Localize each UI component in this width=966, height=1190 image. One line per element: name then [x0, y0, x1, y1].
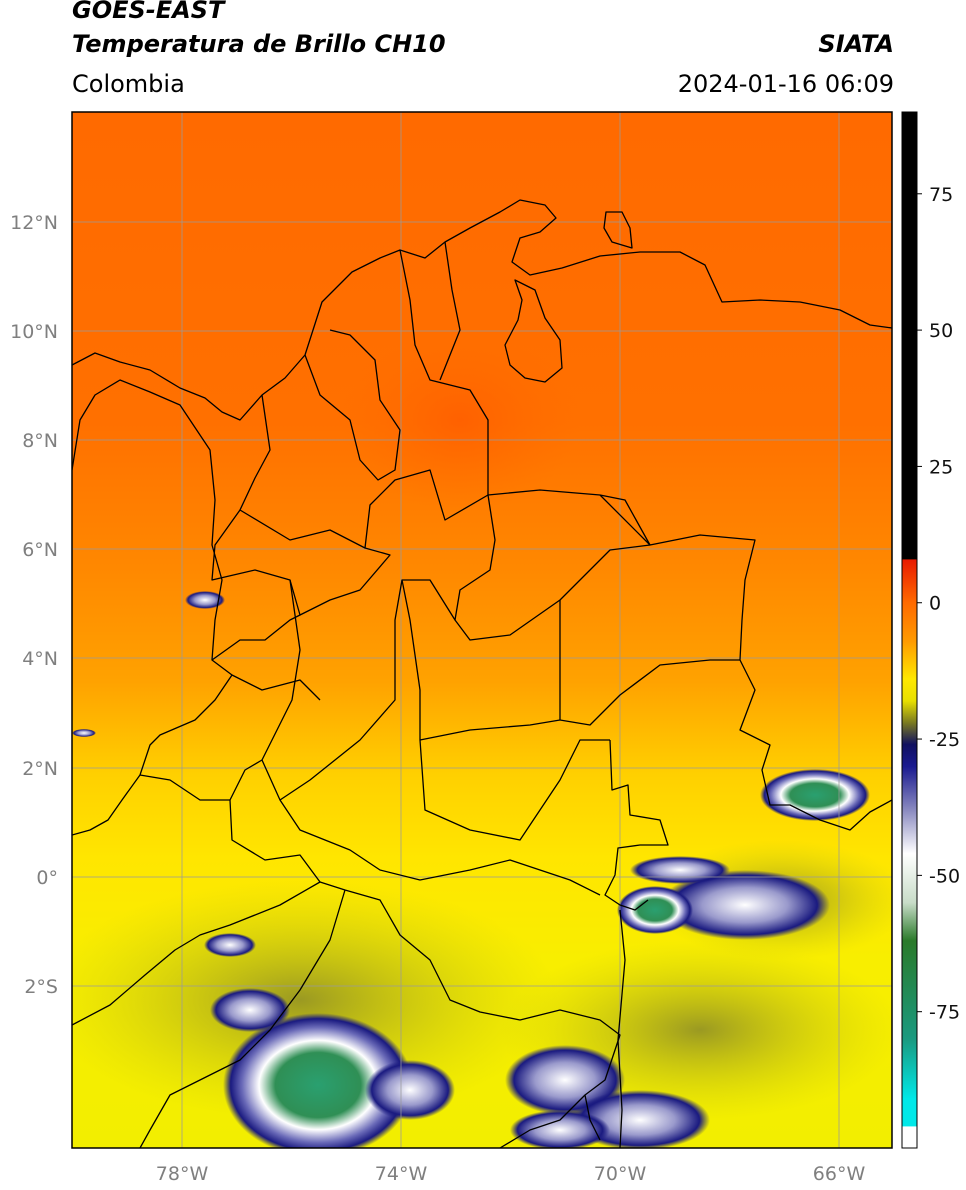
- lat-tick-label: 0°: [36, 867, 58, 889]
- colorbar-tick-label: 75: [929, 184, 953, 206]
- lat-tick-label: 2°N: [22, 758, 58, 780]
- coastlines-and-borders: [72, 199, 892, 1148]
- lat-tick-labels: 12°N 10°N 8°N 6°N 4°N 2°N 0° 2°S: [10, 212, 58, 998]
- lat-tick-label: 10°N: [10, 321, 58, 343]
- colorbar-ticks: 75 50 25 0 -25 -50 -75: [917, 184, 960, 1024]
- lat-tick-label: 2°S: [24, 976, 58, 998]
- lon-tick-label: 78°W: [156, 1163, 209, 1185]
- colorbar-tick-label: 0: [929, 593, 941, 615]
- colorbar-tick-label: -75: [929, 1002, 960, 1024]
- colorbar-tick-label: 50: [929, 320, 953, 342]
- brightness-temperature-field: [72, 112, 892, 1148]
- map-frame: [71, 111, 893, 1149]
- lat-tick-label: 4°N: [22, 648, 58, 670]
- datetime-label: 2024-01-16 06:09: [677, 70, 894, 98]
- lon-tick-label: 66°W: [813, 1163, 866, 1185]
- gridlines: [72, 112, 892, 1148]
- colorbar-gradient: [902, 112, 917, 1148]
- lon-tick-label: 70°W: [594, 1163, 647, 1185]
- region-label: Colombia: [72, 70, 185, 98]
- colorbar-tick-label: -50: [929, 865, 960, 887]
- lon-tick-label: 74°W: [375, 1163, 428, 1185]
- lon-tick-labels: 78°W 74°W 70°W 66°W: [156, 1163, 866, 1185]
- colorbar-frame: [901, 111, 918, 1149]
- colorbar-tick-label: -25: [929, 729, 960, 751]
- lat-tick-label: 6°N: [22, 539, 58, 561]
- title-satellite: GOES-EAST: [72, 0, 225, 24]
- lat-tick-label: 12°N: [10, 212, 58, 234]
- title-product: Temperatura de Brillo CH10: [72, 30, 446, 58]
- source-label: SIATA: [818, 30, 894, 58]
- colorbar-tick-label: 25: [929, 456, 953, 478]
- lat-tick-label: 8°N: [22, 430, 58, 452]
- colorbar: 75 50 25 0 -25 -50 -75: [901, 111, 960, 1149]
